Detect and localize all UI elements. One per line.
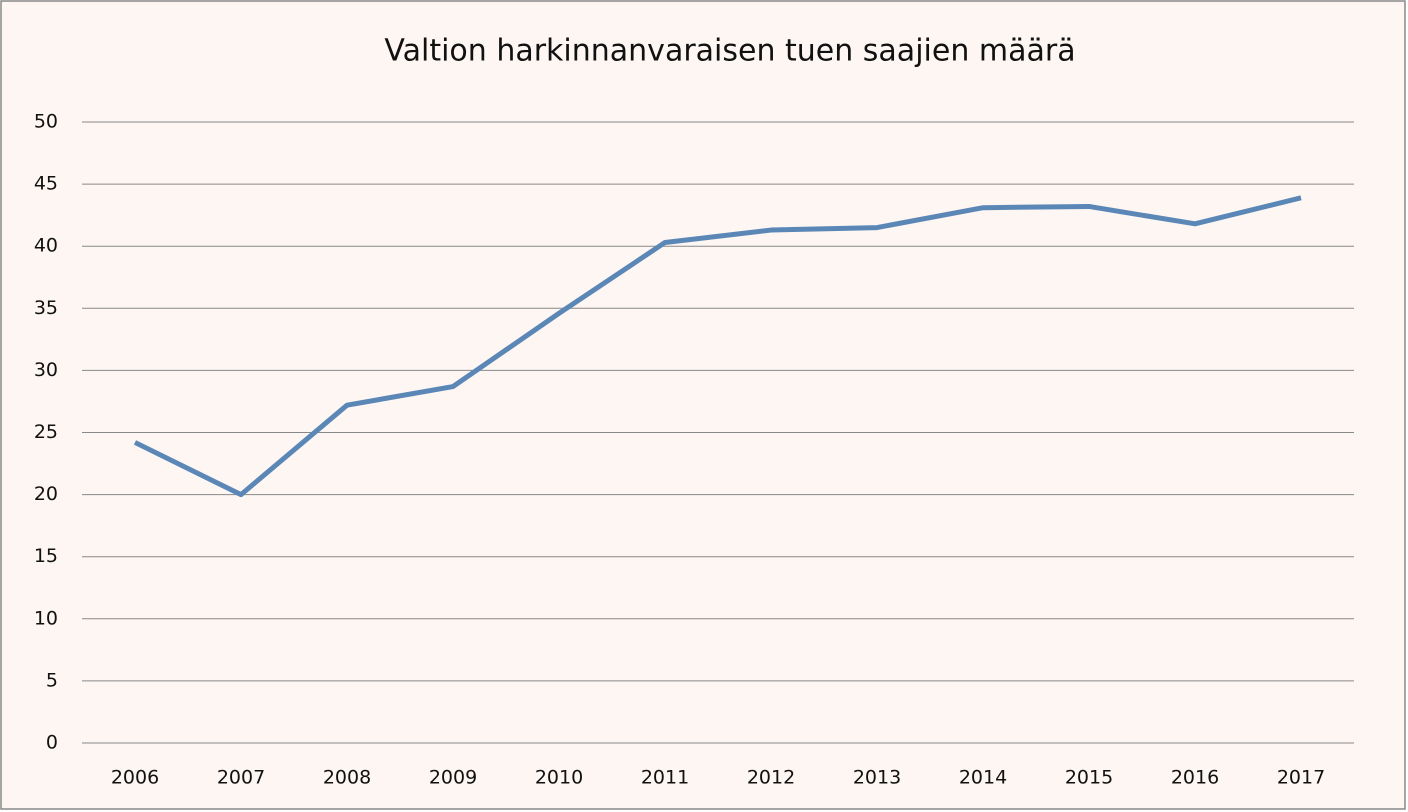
y-tick-label: 20 bbox=[34, 483, 58, 505]
y-tick-label: 40 bbox=[34, 235, 58, 257]
y-tick-label: 30 bbox=[34, 359, 58, 381]
y-tick-label: 0 bbox=[46, 732, 58, 754]
x-tick-label: 2017 bbox=[1277, 767, 1325, 789]
x-tick-label: 2016 bbox=[1171, 767, 1219, 789]
y-tick-label: 50 bbox=[34, 111, 58, 133]
y-tick-label: 45 bbox=[34, 173, 58, 195]
data-line bbox=[133, 195, 1302, 498]
y-tick-label: 35 bbox=[34, 297, 58, 319]
x-tick-label: 2012 bbox=[747, 767, 795, 789]
x-tick-label: 2014 bbox=[959, 767, 1007, 789]
x-tick-label: 2010 bbox=[535, 767, 583, 789]
x-tick-label: 2006 bbox=[111, 767, 159, 789]
y-tick-label: 5 bbox=[46, 669, 58, 691]
x-tick-label: 2007 bbox=[217, 767, 265, 789]
x-tick-label: 2013 bbox=[853, 767, 901, 789]
y-tick-label: 10 bbox=[34, 607, 58, 629]
x-tick-label: 2011 bbox=[641, 767, 689, 789]
x-tick-label: 2015 bbox=[1065, 767, 1113, 789]
y-tick-label: 25 bbox=[34, 421, 58, 443]
y-tick-label: 15 bbox=[34, 545, 58, 567]
x-tick-label: 2009 bbox=[429, 767, 477, 789]
x-tick-label: 2008 bbox=[323, 767, 371, 789]
chart-title: Valtion harkinnanvaraisen tuen saajien m… bbox=[384, 34, 1075, 69]
